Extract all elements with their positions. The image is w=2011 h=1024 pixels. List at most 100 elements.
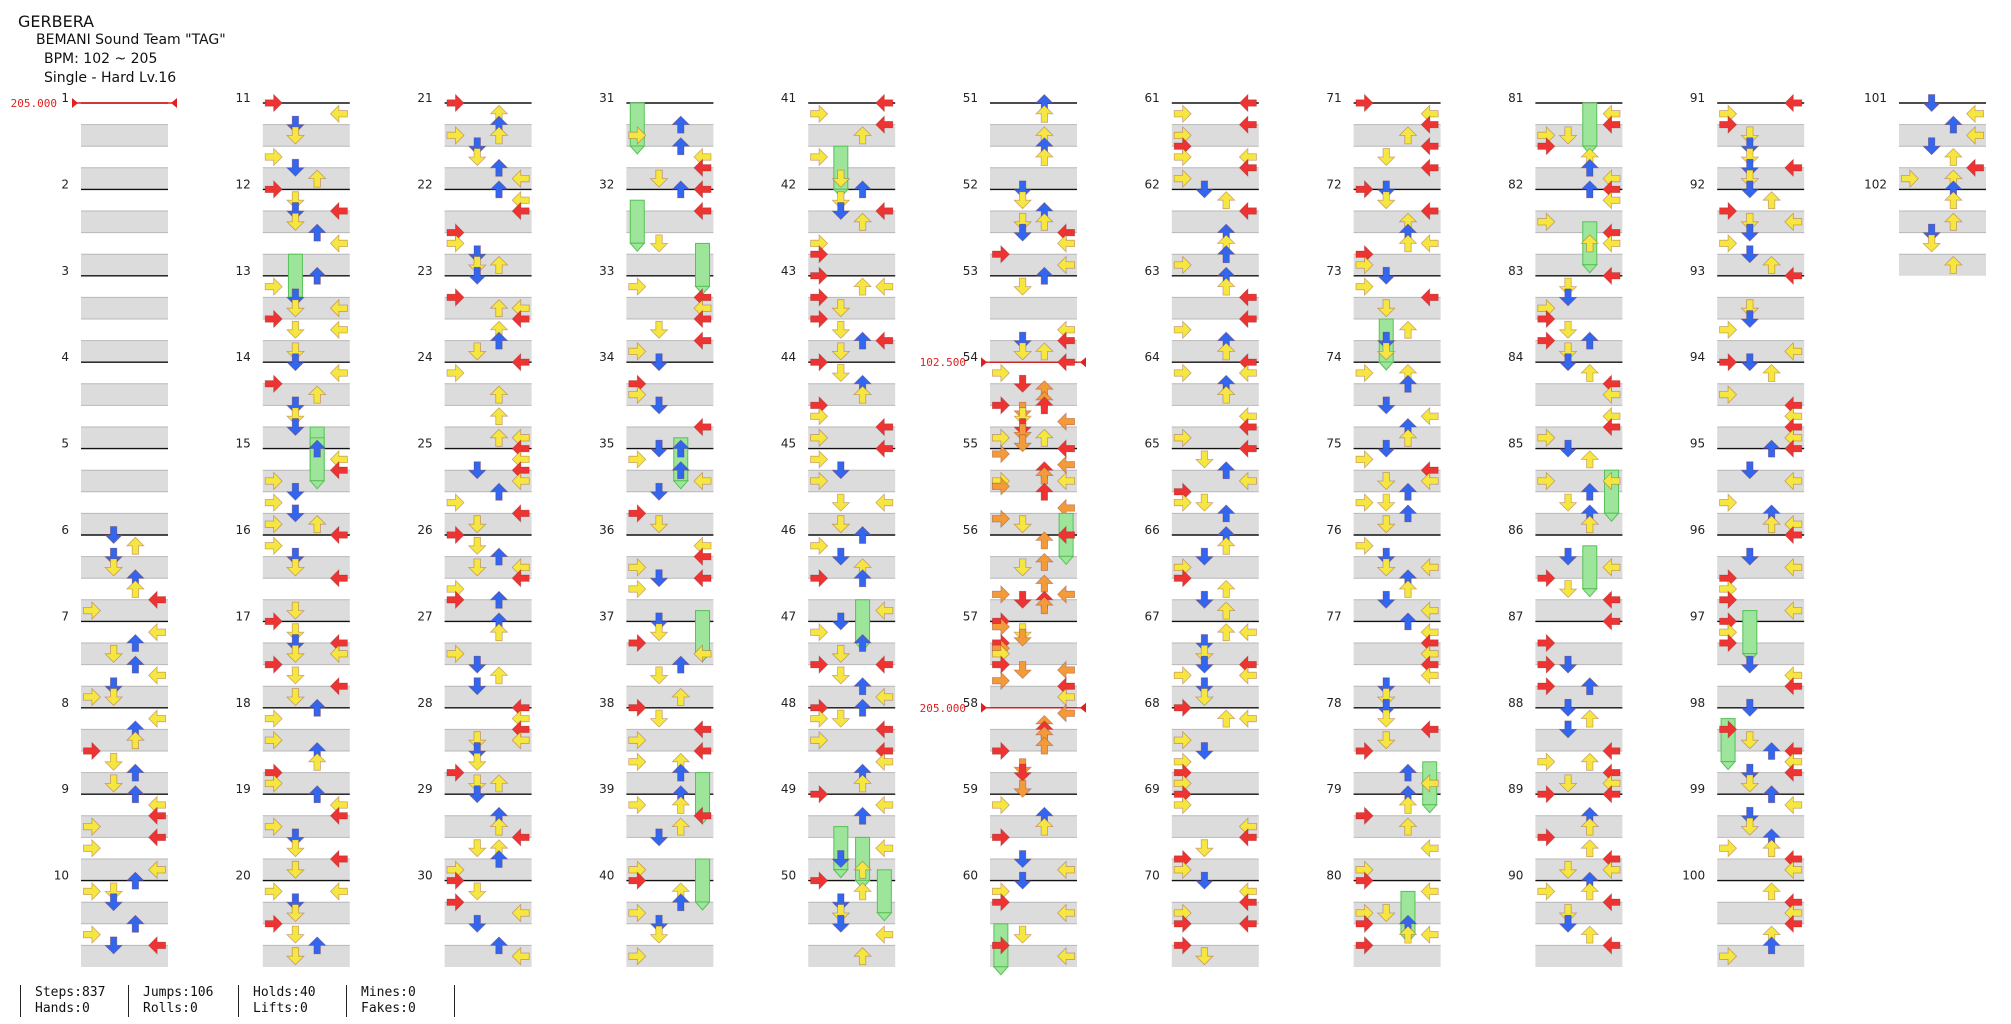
- step-arrow: [285, 126, 305, 145]
- step-arrow: [1537, 633, 1556, 653]
- step-arrow: [1238, 439, 1257, 459]
- step-arrow: [1194, 644, 1214, 663]
- measure-notes-80: [1355, 871, 1439, 955]
- beat-band: [808, 815, 896, 838]
- measure-9: 9: [61, 782, 168, 881]
- beat-band: [626, 211, 714, 233]
- measure-11: 11: [236, 91, 350, 190]
- step-arrow: [628, 449, 647, 469]
- step-arrow: [264, 471, 283, 491]
- step-arrow: [991, 655, 1010, 675]
- step-arrow: [1376, 547, 1396, 566]
- step-arrow: [307, 223, 327, 242]
- measure-number: 13: [236, 264, 251, 278]
- step-arrow: [1238, 201, 1257, 221]
- step-arrow: [1420, 719, 1439, 739]
- measure-notes-64: [1173, 352, 1257, 448]
- step-arrow: [104, 558, 124, 577]
- step-arrow: [831, 320, 851, 339]
- beat-band: [81, 340, 168, 363]
- step-arrow: [1216, 245, 1236, 264]
- measure-notes-61: [1173, 93, 1257, 189]
- step-arrow: [1762, 785, 1782, 804]
- step-arrow: [693, 158, 712, 178]
- step-arrow: [1013, 558, 1033, 577]
- step-arrow: [875, 493, 894, 513]
- step-arrow: [511, 568, 530, 588]
- step-arrow: [1740, 299, 1760, 318]
- measure-83: 83: [1508, 264, 1623, 363]
- measure-number: 76: [1326, 523, 1341, 537]
- beat-band: [1171, 772, 1259, 795]
- beat-band: [81, 729, 168, 751]
- step-arrow: [1719, 352, 1738, 372]
- measure-68: 68: [1145, 696, 1259, 795]
- measure-99: 99: [1690, 782, 1805, 881]
- step-arrow: [329, 525, 348, 545]
- beat-band: [990, 599, 1077, 622]
- step-arrow: [1420, 471, 1439, 491]
- step-arrow: [264, 817, 283, 837]
- step-arrow: [82, 687, 101, 707]
- step-arrow: [1558, 126, 1578, 145]
- step-arrow: [991, 244, 1010, 264]
- step-arrow: [875, 752, 894, 772]
- step-arrow: [307, 385, 327, 404]
- step-arrow: [285, 158, 305, 177]
- step-arrow: [489, 331, 509, 350]
- beat-band: [1535, 167, 1623, 190]
- measure-number: 12: [236, 177, 251, 191]
- stat-group-steps: Steps:837 Hands:0: [20, 985, 105, 1017]
- measure-notes-33: [628, 277, 712, 361]
- step-arrow: [285, 634, 305, 653]
- measure-number: 95: [1690, 437, 1705, 451]
- step-arrow: [831, 515, 851, 534]
- beat-band: [1353, 556, 1441, 579]
- measure-71: 71: [1326, 91, 1441, 190]
- beat-band: [1171, 729, 1259, 751]
- step-arrow: [1740, 223, 1760, 242]
- step-arrow: [1719, 493, 1738, 513]
- step-arrow: [1762, 936, 1782, 955]
- step-arrow: [329, 320, 348, 340]
- step-arrow: [1537, 784, 1556, 804]
- step-arrow: [1355, 493, 1374, 513]
- measure-36: 36: [599, 523, 714, 622]
- step-arrow: [1580, 817, 1600, 836]
- step-arrow: [1740, 310, 1760, 329]
- step-arrow: [1784, 795, 1803, 815]
- measure-64: 64: [1145, 350, 1259, 449]
- step-arrow: [1173, 914, 1192, 934]
- step-arrow: [1173, 665, 1192, 685]
- notes-layer: [82, 93, 1985, 976]
- beat-band: [1717, 211, 1805, 233]
- step-arrow: [1420, 201, 1439, 221]
- measure-number: 64: [1145, 350, 1160, 364]
- beat-band: [262, 211, 350, 233]
- song-artist: BEMANI Sound Team "TAG": [36, 32, 226, 48]
- measure-26: 26: [417, 523, 532, 622]
- step-arrow: [1376, 493, 1396, 512]
- beat-band: [262, 124, 350, 147]
- beat-band: [1535, 427, 1623, 449]
- step-arrow: [489, 547, 509, 566]
- step-arrow: [1398, 504, 1418, 523]
- step-arrow: [1602, 190, 1621, 210]
- step-arrow: [831, 612, 851, 631]
- measure-45: 45: [781, 437, 896, 535]
- measure-85: 85: [1508, 437, 1623, 535]
- step-arrow: [693, 417, 712, 437]
- step-arrow: [1762, 515, 1782, 534]
- beat-band: [1353, 470, 1441, 492]
- step-arrow: [446, 525, 465, 545]
- beat-band: [81, 383, 168, 406]
- step-arrow: [1719, 719, 1738, 739]
- step-arrow: [810, 352, 829, 372]
- step-arrow: [1057, 860, 1076, 880]
- step-arrow: [649, 439, 669, 458]
- measure-number: 43: [781, 264, 796, 278]
- step-arrow: [1013, 515, 1033, 534]
- step-arrow: [1537, 881, 1556, 901]
- step-arrow: [1537, 331, 1556, 351]
- step-arrow: [1580, 363, 1600, 382]
